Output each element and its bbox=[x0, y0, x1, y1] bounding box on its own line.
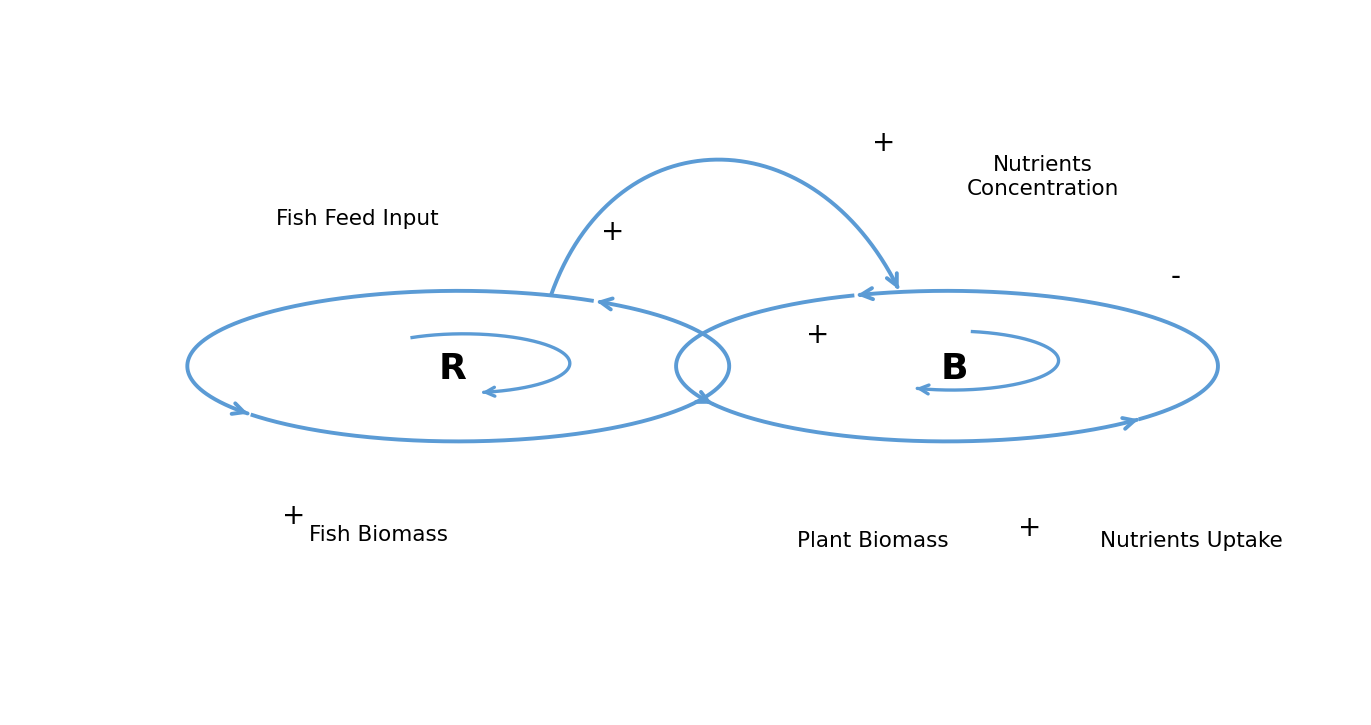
Text: B: B bbox=[941, 352, 968, 386]
Text: Plant Biomass: Plant Biomass bbox=[797, 531, 949, 551]
Text: +: + bbox=[600, 218, 624, 247]
Text: +: + bbox=[806, 321, 829, 349]
Text: Fish Feed Input: Fish Feed Input bbox=[276, 210, 439, 229]
Text: Nutrients
Concentration: Nutrients Concentration bbox=[967, 155, 1119, 199]
Text: +: + bbox=[872, 129, 895, 157]
Text: +: + bbox=[282, 502, 306, 530]
Text: Fish Biomass: Fish Biomass bbox=[308, 525, 448, 545]
Text: R: R bbox=[439, 352, 468, 386]
Text: Nutrients Uptake: Nutrients Uptake bbox=[1100, 531, 1283, 551]
Text: +: + bbox=[1019, 514, 1042, 542]
Text: -: - bbox=[1171, 262, 1180, 291]
